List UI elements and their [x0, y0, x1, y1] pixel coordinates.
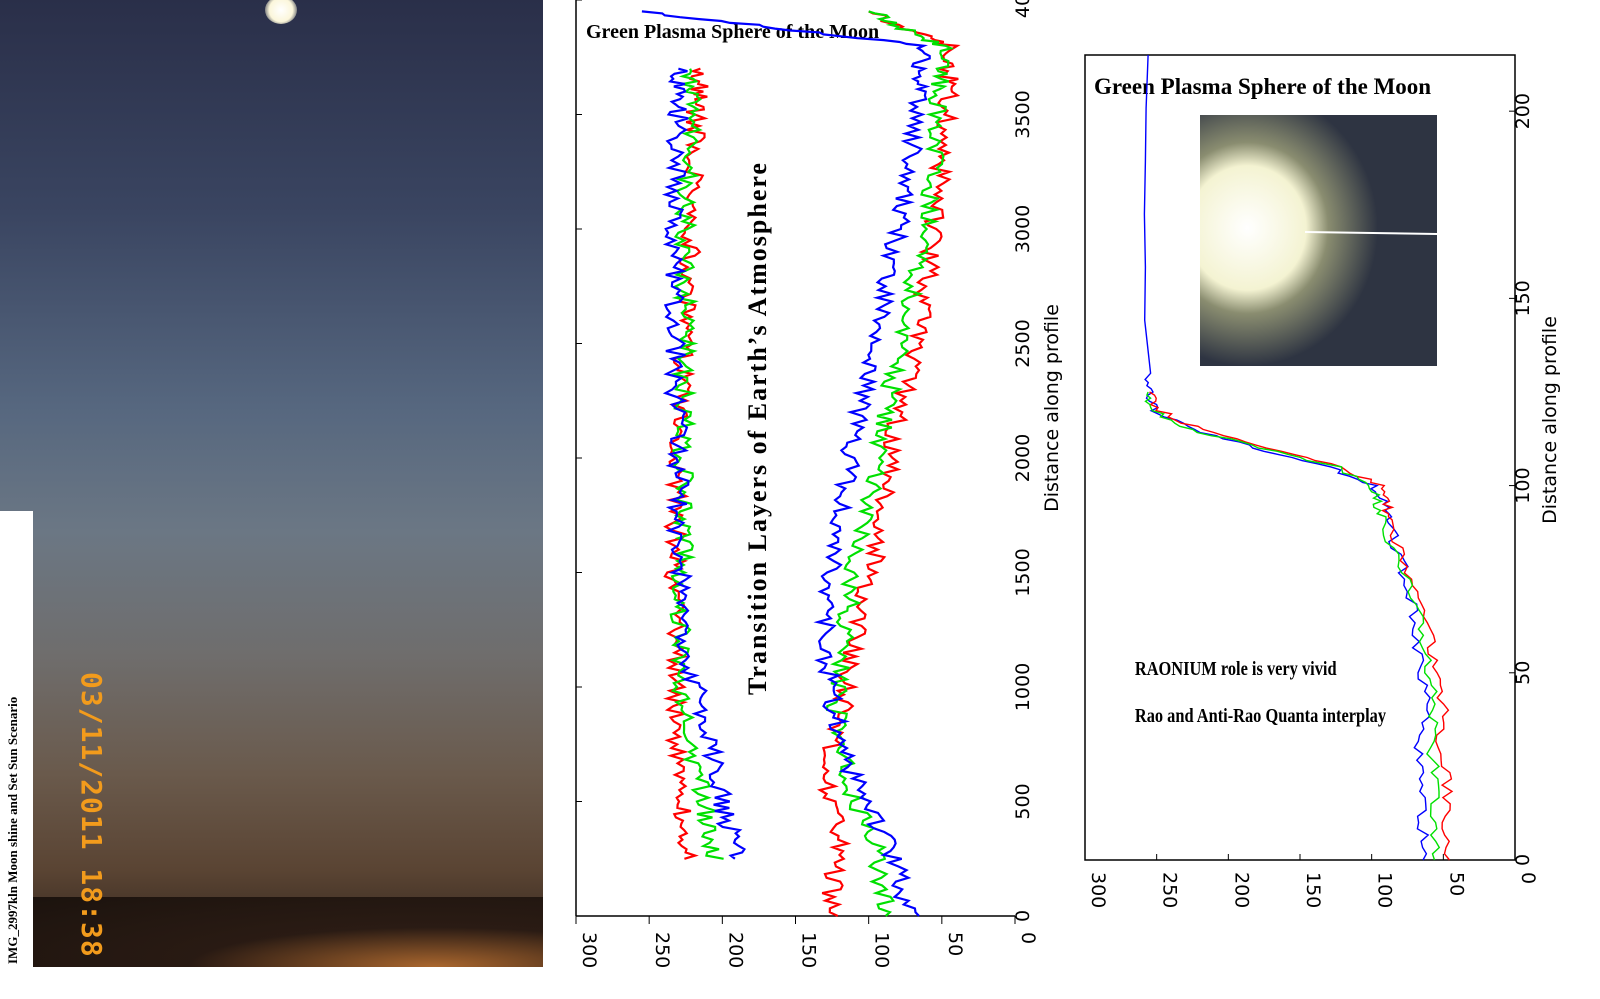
series-line-green — [1144, 391, 1441, 861]
distance-tick-label: 100 — [1512, 467, 1534, 503]
distance-tick-label: 3500 — [1012, 90, 1034, 138]
distance-tick-label: 400 — [1012, 0, 1034, 18]
distance-tick-label: 500 — [1012, 783, 1034, 819]
value-tick-label: 300 — [578, 932, 600, 968]
value-tick-label: 50 — [944, 932, 966, 956]
distance-axis-label: Distance along profile — [1539, 316, 1561, 524]
series-line-blue — [1143, 54, 1431, 861]
value-tick-label: 50 — [1445, 872, 1467, 896]
distance-tick-label: 1000 — [1012, 663, 1034, 711]
distance-tick-label: 0 — [1512, 854, 1534, 866]
series-line-red — [1149, 391, 1454, 861]
value-tick-label: 100 — [1374, 872, 1396, 908]
value-tick-label: 100 — [871, 932, 893, 968]
value-tick-label: 200 — [1230, 872, 1252, 908]
moon-sunset-photo: 03/11/2011 18:38 — [0, 0, 543, 967]
distance-tick-label: 150 — [1512, 280, 1534, 316]
value-tick-label: 0 — [1517, 872, 1539, 884]
series-line-green — [825, 10, 955, 917]
value-tick-label: 150 — [1302, 872, 1324, 908]
series-line-green — [669, 68, 724, 860]
value-tick-label: 250 — [651, 932, 673, 968]
moon — [265, 0, 297, 24]
distance-tick-label: 2000 — [1012, 434, 1034, 482]
inset-moon-image — [1200, 115, 1437, 366]
value-tick-label: 150 — [798, 932, 820, 968]
distance-tick-label: 50 — [1512, 661, 1534, 685]
caption-strip — [0, 511, 33, 967]
value-tick-label: 300 — [1087, 872, 1109, 908]
series-line-red — [816, 10, 961, 917]
distance-tick-label: 2500 — [1012, 319, 1034, 367]
distance-tick-label: 3000 — [1012, 205, 1034, 253]
photo-timestamp: 03/11/2011 18:38 — [75, 672, 108, 958]
value-tick-label: 250 — [1159, 872, 1181, 908]
inset-profile-line — [1304, 231, 1438, 235]
distance-tick-label: 1500 — [1012, 548, 1034, 596]
distance-tick-label: 200 — [1512, 93, 1534, 129]
value-tick-label: 0 — [1017, 932, 1039, 944]
horizon-glow — [0, 897, 543, 967]
chart-title: Green Plasma Sphere of the Moon — [1094, 74, 1431, 99]
chart-title: Green Plasma Sphere of the Moon — [586, 21, 879, 43]
series-line-blue — [641, 10, 931, 917]
annotation-raonium: RAONIUM role is very vivid — [1135, 658, 1337, 680]
chart-annotation: Transition Layers of Earth’s Atmosphere — [743, 161, 772, 695]
value-tick-label: 200 — [724, 932, 746, 968]
distance-tick-label: 0 — [1012, 910, 1034, 922]
series-line-blue — [661, 67, 746, 860]
distance-axis-label: Distance along profile — [1041, 304, 1063, 512]
annotation-quanta: Rao and Anti-Rao Quanta interplay — [1135, 705, 1386, 727]
